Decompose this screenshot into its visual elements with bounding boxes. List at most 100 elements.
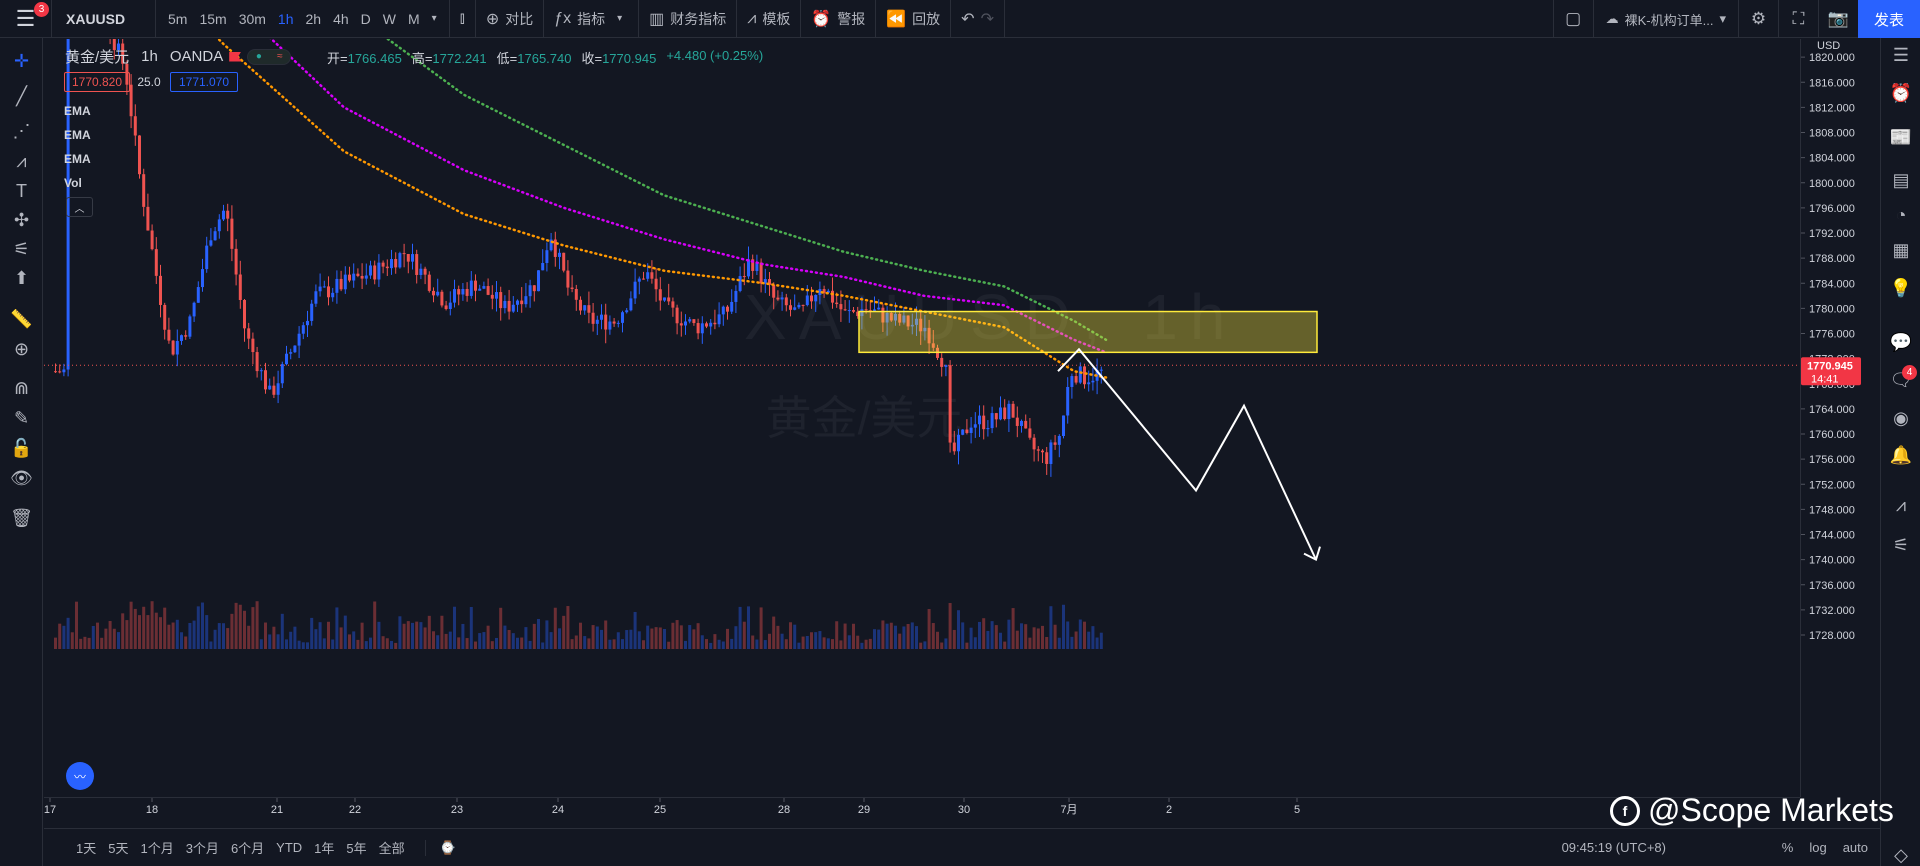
indicator-ema-2[interactable]: EMA	[64, 128, 91, 142]
hotlist-icon[interactable]: ◔	[1895, 204, 1907, 225]
streams-icon[interactable]: ◉	[1893, 407, 1909, 428]
range-ytd[interactable]: YTD	[276, 840, 303, 855]
projection-path[interactable]	[1057, 347, 1317, 561]
snapshot-button[interactable]: 📷	[1818, 0, 1858, 38]
pencil-lock-icon[interactable]: ✎	[13, 407, 30, 428]
dot-icon: ●	[255, 51, 262, 62]
alerts-button[interactable]: ⏰ 警报	[801, 0, 877, 38]
publish-button[interactable]: 发表	[1858, 0, 1920, 38]
compare-button[interactable]: ⊕ 对比	[476, 0, 545, 38]
watchlist-icon[interactable]: ☰	[1892, 44, 1910, 65]
interval-4h[interactable]: 4h	[333, 10, 349, 27]
time-axis[interactable]: 17 18 21 22 23 24 25 28 29 30 7月 2 5	[44, 797, 1800, 817]
fib-icon[interactable]: ⋰	[12, 120, 31, 141]
range-1d[interactable]: 1天	[76, 841, 97, 856]
settings-button[interactable]: ⚙	[1738, 0, 1778, 38]
interval-w[interactable]: W	[382, 10, 396, 27]
candle-body	[268, 385, 272, 390]
undo-icon[interactable]: ↶	[961, 10, 975, 28]
ruler-icon[interactable]: 📏	[10, 308, 33, 329]
crosshair-icon[interactable]: ✛	[13, 50, 30, 71]
trading-panel-icon[interactable]: ⩘	[1895, 494, 1907, 515]
indicators-button[interactable]: ƒx 指标 ▾	[544, 0, 640, 38]
camera-icon: 📷	[1827, 9, 1850, 28]
messages-icon[interactable]: 🗨 4	[1881, 363, 1920, 397]
news-icon[interactable]: 📰	[1889, 126, 1913, 147]
trash-icon[interactable]: 🗑	[10, 507, 33, 528]
range-3m[interactable]: 3个月	[185, 841, 219, 856]
trend-line-icon[interactable]: ╱	[16, 85, 27, 106]
candle-body	[650, 272, 654, 279]
visibility-toggle[interactable]: ● ≈	[247, 48, 292, 65]
replay-button[interactable]: ⏪ 回放	[876, 0, 952, 38]
alarm-clock-icon[interactable]: ⏰	[1889, 82, 1913, 103]
xabcd-icon[interactable]: ✣	[13, 209, 30, 230]
interval-1h[interactable]: 1h	[277, 10, 294, 27]
candle-body	[902, 315, 906, 323]
indicator-ema-3[interactable]: EMA	[64, 152, 91, 166]
range-1y[interactable]: 1年	[314, 841, 335, 856]
range-5y[interactable]: 5年	[346, 841, 367, 856]
magnet-icon[interactable]: ⋒	[13, 377, 30, 398]
interval-dropdown-icon[interactable]: ▾	[431, 13, 437, 24]
candle-body	[688, 319, 692, 322]
interval-m[interactable]: M	[408, 10, 420, 27]
layout-selector[interactable]: ☁ 裸K-机构订单... ▾	[1592, 0, 1738, 38]
auto-mode[interactable]: auto	[1842, 840, 1868, 855]
volume-bar	[616, 632, 620, 649]
text-icon[interactable]: T	[16, 180, 27, 201]
indicator-vol[interactable]: Vol	[64, 176, 82, 190]
interval-2h[interactable]: 2h	[305, 10, 322, 27]
indicator-ema-1[interactable]: EMA	[64, 104, 91, 118]
goto-date-icon[interactable]: ⌚	[424, 839, 462, 856]
financials-button[interactable]: ▥ 财务指标	[639, 0, 738, 38]
sell-button[interactable]: 1770.820	[64, 72, 130, 92]
zoom-icon[interactable]: ⊕	[13, 338, 30, 359]
price-tick-label: 1796.000	[1809, 203, 1855, 215]
clock[interactable]: 09:45:19 (UTC+8)	[1561, 840, 1666, 855]
order-panel-icon[interactable]: ⚟	[1892, 534, 1910, 555]
fullscreen-button[interactable]: ⛶	[1778, 0, 1818, 38]
collapse-legend-button[interactable]: ︿	[66, 197, 93, 217]
candle-body	[255, 352, 259, 372]
interval-d[interactable]: D	[360, 10, 371, 27]
chat-icon[interactable]: 💬	[1889, 331, 1913, 352]
interval-15m[interactable]: 15m	[199, 10, 227, 27]
symbol-search[interactable]: XAUUSD	[52, 0, 156, 38]
volume-bar	[213, 629, 217, 649]
tradingview-logo-icon[interactable]: 〰	[66, 762, 94, 790]
candle-body	[814, 294, 818, 302]
range-all[interactable]: 全部	[378, 841, 405, 856]
symbol-legend[interactable]: 黄金/美元 1h OANDA ● ≈	[65, 46, 292, 67]
chart-canvas[interactable]: XAUUSD, 1h 黄金/美元	[44, 39, 1800, 797]
log-mode[interactable]: log	[1809, 840, 1827, 855]
range-5d[interactable]: 5天	[108, 841, 129, 856]
range-1m[interactable]: 1个月	[140, 841, 174, 856]
layout-square-button[interactable]: ▢	[1552, 0, 1593, 38]
measure-lines-icon[interactable]: ⚟	[13, 238, 30, 259]
candle-body	[251, 338, 255, 353]
volume-bar	[721, 641, 725, 649]
price-axis[interactable]: USD 1820.000 1816.000 1812.000 1808.000 1804.…	[1800, 39, 1880, 797]
range-6m[interactable]: 6个月	[230, 841, 265, 856]
redo-icon[interactable]: ↷	[980, 10, 994, 28]
flag-icon[interactable]	[229, 51, 242, 62]
resistance-zone[interactable]	[858, 310, 1318, 354]
interval-5m[interactable]: 5m	[168, 10, 188, 27]
percent-mode[interactable]: %	[1781, 840, 1794, 855]
interval-30m[interactable]: 30m	[238, 10, 266, 27]
buy-button[interactable]: 1771.070	[170, 72, 238, 92]
eye-icon[interactable]: 👁	[10, 467, 33, 488]
candle-body	[797, 304, 801, 308]
pattern-icon[interactable]: ⩘	[16, 150, 27, 171]
main-menu-button[interactable]: ☰ 3	[0, 0, 52, 38]
arrow-up-icon[interactable]: ⬆	[13, 267, 30, 288]
notifications-icon[interactable]: 🔔	[1889, 444, 1913, 465]
chart-type-button[interactable]: ⫾	[450, 0, 476, 38]
diamond-icon[interactable]: ◇	[1894, 844, 1908, 865]
data-window-icon[interactable]: ▤	[1892, 169, 1910, 190]
ideas-icon[interactable]: 💡	[1889, 277, 1913, 298]
calendar-icon[interactable]: ▦	[1892, 239, 1910, 260]
lock-icon[interactable]: 🔓	[10, 437, 33, 458]
templates-button[interactable]: ⩘ 模板	[737, 0, 802, 38]
